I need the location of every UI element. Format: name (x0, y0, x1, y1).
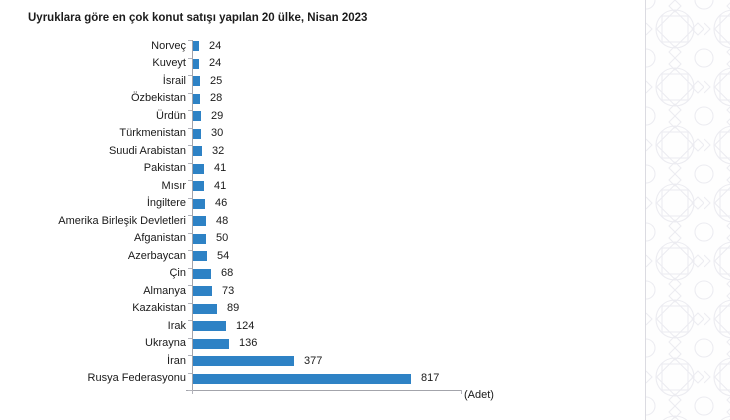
bar (193, 111, 201, 121)
bar (193, 321, 226, 331)
category-axis-tick (188, 285, 192, 286)
category-axis-tick (188, 320, 192, 321)
category-label: Azerbaycan (127, 249, 186, 262)
chart-title: Uyruklara göre en çok konut satışı yapıl… (28, 12, 368, 24)
bar (193, 303, 217, 314)
category-label: Almanya (143, 284, 186, 297)
category-axis-tick (188, 180, 192, 181)
category-axis-tick (188, 40, 192, 41)
bar (193, 41, 199, 51)
value-label: 124 (236, 319, 255, 332)
value-label: 377 (304, 354, 323, 367)
decorative-pattern (645, 0, 730, 420)
value-label: 50 (216, 232, 229, 244)
value-label: 41 (214, 179, 227, 192)
bar (193, 356, 294, 366)
value-label: 48 (216, 214, 229, 227)
category-axis-tick (188, 145, 192, 146)
bar (193, 76, 200, 86)
category-axis-line (192, 40, 193, 394)
value-label: 68 (221, 267, 234, 279)
value-axis-tick (461, 390, 462, 394)
category-axis-tick (188, 110, 192, 111)
category-axis-tick (188, 57, 192, 59)
category-axis-tick (188, 372, 192, 374)
category-axis-tick (188, 390, 192, 391)
category-label: İsrail (162, 74, 186, 87)
category-label: Irak (167, 319, 186, 332)
bar (193, 233, 206, 244)
value-label: 28 (210, 92, 223, 104)
category-axis-tick (188, 232, 192, 234)
value-label: 24 (209, 57, 222, 69)
category-axis-tick (188, 355, 192, 356)
value-label: 30 (211, 127, 224, 139)
category-label: Norveç (151, 39, 186, 52)
bar (193, 128, 201, 139)
bar (193, 286, 212, 296)
value-label: 89 (227, 302, 240, 314)
value-axis-line (186, 390, 462, 391)
value-label: 24 (209, 39, 222, 52)
category-label: Ukrayna (145, 337, 186, 349)
category-axis-tick (188, 250, 192, 251)
category-label: Amerika Birleşik Devletleri (58, 214, 186, 227)
value-label: 73 (222, 284, 235, 297)
category-label: Rusya Federasyonu (87, 372, 186, 384)
category-axis-tick (188, 267, 192, 269)
value-label: 29 (211, 109, 224, 122)
value-axis-tick (192, 390, 193, 394)
category-label: İran (167, 354, 186, 367)
category-axis-tick (188, 127, 192, 129)
bar (193, 198, 205, 209)
bar (193, 216, 206, 226)
value-label: 817 (421, 372, 440, 384)
category-label: Kuveyt (152, 57, 186, 69)
bar (193, 146, 202, 156)
value-label: 54 (217, 249, 230, 262)
bar-chart: Norveç 24 Kuveyt 24 İsrail 25 Özbekistan 28 Ürdü… (58, 39, 494, 402)
bar (193, 251, 207, 261)
geometric-pattern-svg (646, 0, 730, 420)
category-axis-tick (188, 215, 192, 216)
category-label: Afganistan (134, 232, 186, 244)
category-axis-tick (188, 92, 192, 94)
category-axis-tick (188, 75, 192, 76)
value-label: 25 (210, 74, 223, 87)
category-label: Çin (169, 267, 186, 279)
category-label: Pakistan (143, 162, 186, 174)
category-label: Kazakistan (132, 302, 186, 314)
category-axis-tick (188, 162, 192, 164)
bar (193, 181, 204, 191)
bar (193, 93, 200, 104)
category-label: Özbekistan (130, 92, 186, 104)
value-label: 136 (239, 337, 258, 349)
bar (193, 163, 204, 174)
bar (193, 268, 211, 279)
category-label: İngiltere (146, 197, 186, 209)
value-label: 32 (212, 144, 225, 157)
bar (193, 58, 199, 69)
category-label: Mısır (161, 179, 186, 192)
value-label: 41 (214, 162, 227, 174)
bar (193, 373, 411, 384)
category-label: Türkmenistan (119, 127, 186, 139)
category-axis-tick (188, 197, 192, 199)
category-label: Ürdün (156, 109, 186, 122)
category-label: Suudi Arabistan (108, 144, 186, 157)
bar (193, 338, 229, 349)
category-axis-tick (188, 337, 192, 339)
category-axis-tick (188, 302, 192, 304)
value-label: 46 (215, 197, 228, 209)
axis-unit-label: (Adet) (464, 389, 494, 401)
